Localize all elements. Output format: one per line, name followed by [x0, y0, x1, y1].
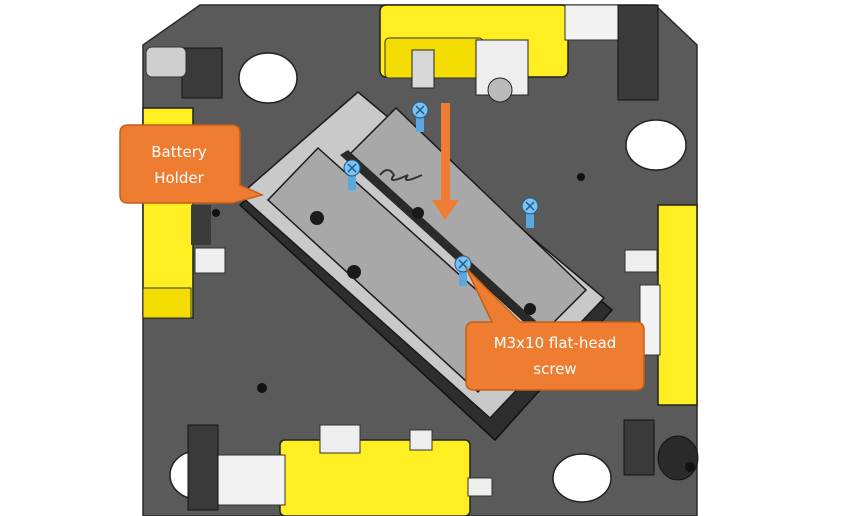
battery-holder-label-line2: Holder: [154, 169, 204, 187]
screw-label-line2: screw: [533, 360, 576, 378]
screw-callout: M3x10 flat-head screw: [465, 267, 645, 391]
battery-holder-label-line1: Battery: [151, 143, 207, 161]
screw-label-line1: M3x10 flat-head: [494, 334, 617, 352]
screw-icon: [343, 159, 361, 190]
insertion-arrow-icon: [432, 103, 459, 220]
screw-icon: [521, 197, 539, 228]
screw-icon: [411, 101, 429, 132]
right-motor: [623, 204, 699, 481]
bottom-motor: [187, 424, 493, 516]
top-motor: [379, 4, 659, 103]
battery-holder-callout: Battery Holder: [119, 124, 265, 204]
screws: [343, 101, 539, 286]
